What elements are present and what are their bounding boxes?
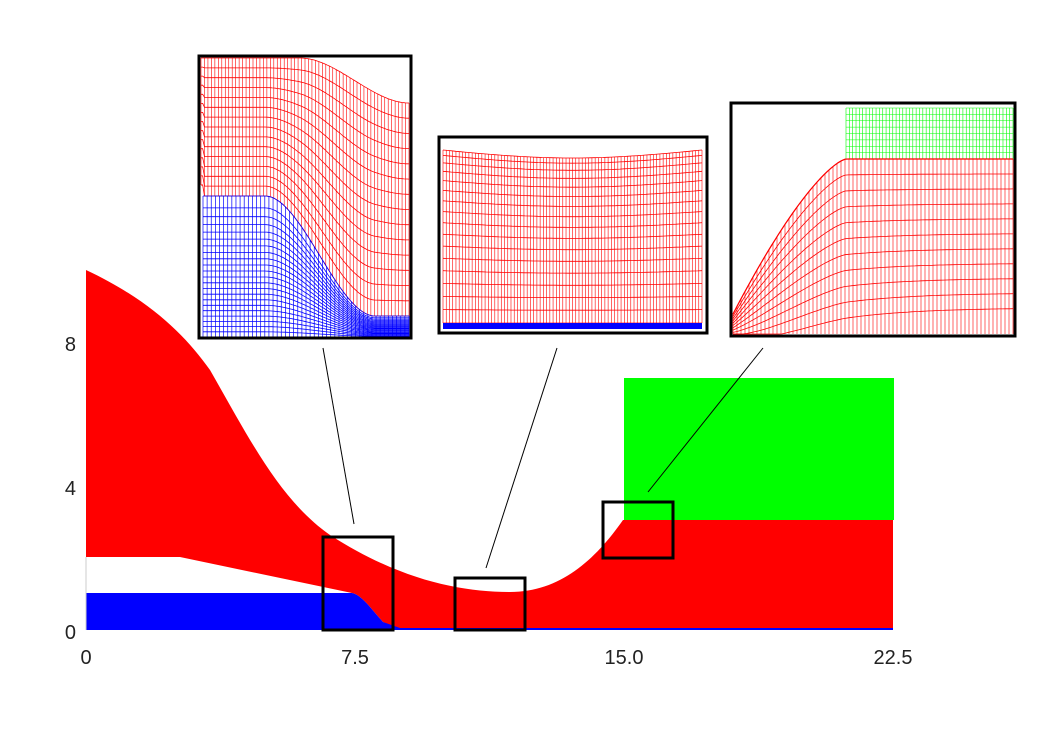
mesh-line <box>201 148 409 256</box>
leader-line-middle <box>485 347 558 569</box>
mesh-line <box>442 222 703 228</box>
green-region <box>624 378 894 520</box>
mesh-line <box>443 309 702 311</box>
mesh-line <box>442 180 703 188</box>
mesh-line <box>442 155 703 164</box>
mesh-line <box>203 326 409 336</box>
x-tick-label: 22.5 <box>874 647 913 669</box>
mesh-line <box>203 282 409 330</box>
inset-middle-mesh <box>442 149 703 329</box>
mesh-line <box>203 207 409 319</box>
mesh-line <box>203 245 409 324</box>
mesh-line <box>203 251 409 325</box>
mesh-line <box>732 233 1013 326</box>
mesh-line <box>442 296 703 299</box>
mesh-line <box>201 130 409 226</box>
mesh-line <box>201 121 409 210</box>
mesh-line <box>203 258 409 326</box>
blue-layer <box>443 323 702 329</box>
inset-left-mesh <box>200 57 410 338</box>
mesh-line <box>733 293 1014 335</box>
mesh-line <box>203 276 409 329</box>
mesh-line <box>201 112 409 195</box>
mesh-line <box>203 195 409 317</box>
mesh-line <box>201 66 409 119</box>
mesh-line <box>442 200 703 207</box>
main-plot: 0 7.5 15.0 22.5 0 4 8 <box>65 270 913 669</box>
mesh-line <box>442 245 703 251</box>
mesh-line <box>732 203 1013 322</box>
mesh-line <box>442 190 703 198</box>
mesh-line <box>732 248 1014 329</box>
leader-line-left <box>322 347 355 525</box>
mesh-line <box>201 166 409 287</box>
mesh-line <box>203 304 409 333</box>
mesh-line <box>203 331 409 337</box>
x-tick-label: 0 <box>80 647 91 669</box>
mesh-line <box>203 264 409 327</box>
zoom-frame-middle <box>453 576 527 632</box>
mesh-line <box>442 149 703 159</box>
inset-middle <box>437 135 709 335</box>
y-tick-label: 8 <box>65 334 76 356</box>
mesh-line <box>203 224 409 321</box>
mesh-line <box>203 299 409 332</box>
x-tick-label: 7.5 <box>341 647 369 669</box>
mesh-line <box>442 270 703 274</box>
mesh-line <box>733 308 1014 335</box>
mesh-line <box>203 293 409 332</box>
mesh-line <box>203 288 409 331</box>
lower-blue-region <box>86 593 893 630</box>
mesh-line <box>203 320 409 336</box>
mesh-line <box>201 57 409 104</box>
y-tick-label: 4 <box>65 478 76 500</box>
mesh-line <box>442 257 703 262</box>
mesh-line <box>201 93 410 165</box>
inset-right-mesh <box>732 107 1014 335</box>
mesh-line <box>201 75 409 134</box>
mesh-line <box>203 315 409 335</box>
mesh-line <box>443 283 702 286</box>
mesh-line <box>201 103 410 180</box>
mesh-line <box>732 188 1014 319</box>
mesh-line <box>442 233 703 239</box>
mesh-line <box>203 238 409 323</box>
mesh-line <box>732 158 1013 315</box>
y-tick-label: 0 <box>65 622 76 644</box>
mesh-line <box>203 216 409 320</box>
upper-red-region <box>86 270 893 628</box>
x-tick-label: 15.0 <box>605 647 644 669</box>
mesh-line <box>732 218 1013 324</box>
inset-left <box>197 54 413 340</box>
mesh-line <box>732 173 1013 317</box>
zoom-frame-right <box>601 500 675 560</box>
mesh-line <box>442 162 703 171</box>
zoom-frame-left <box>321 535 395 632</box>
inset-right <box>729 101 1017 338</box>
mesh-line <box>442 211 703 218</box>
mesh-line <box>203 231 409 322</box>
mesh-line <box>203 310 409 334</box>
mesh-line <box>201 175 409 302</box>
mesh-line <box>201 157 410 271</box>
mesh-line <box>203 270 409 328</box>
mesh-line <box>442 170 703 179</box>
mesh-line <box>201 84 409 150</box>
mesh-line <box>732 278 1013 333</box>
mesh-line <box>201 139 409 241</box>
mesh-line <box>732 263 1013 331</box>
leader-line-right <box>647 347 764 493</box>
